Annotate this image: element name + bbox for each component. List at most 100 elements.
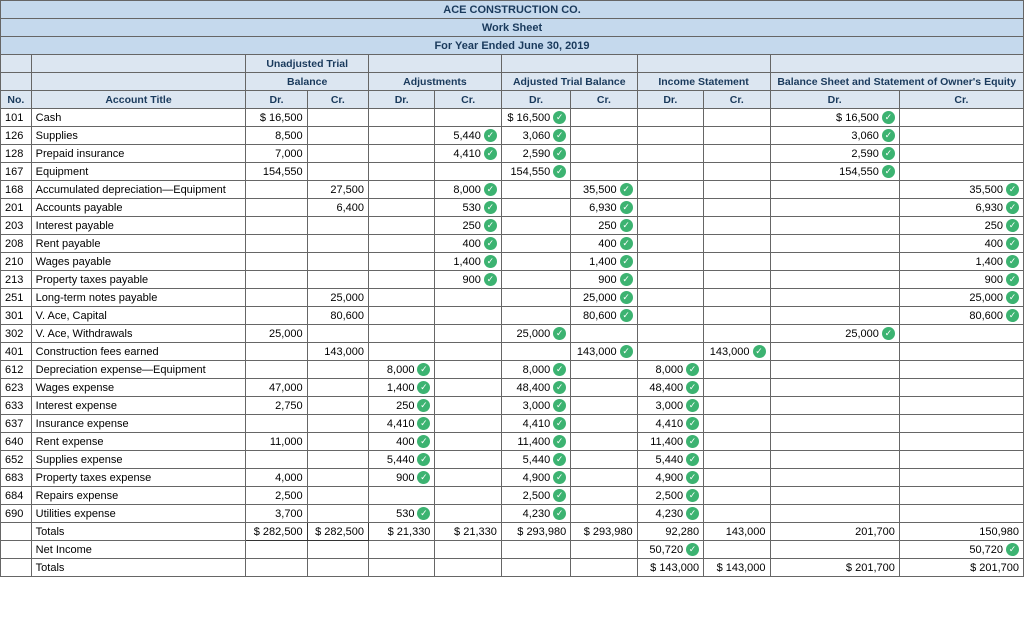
adj-cr[interactable] (435, 415, 501, 433)
atb-dr[interactable]: 5,440✓ (501, 451, 570, 469)
adj-dr[interactable] (369, 199, 435, 217)
bs-dr[interactable]: $ 16,500✓ (770, 109, 899, 127)
bs-dr[interactable]: 2,590✓ (770, 145, 899, 163)
atb-dr[interactable]: 3,000✓ (501, 397, 570, 415)
utb-cr[interactable] (307, 271, 368, 289)
utb-cr[interactable]: 27,500 (307, 181, 368, 199)
utb-dr[interactable] (246, 289, 307, 307)
utb-dr[interactable] (246, 253, 307, 271)
atb-cr[interactable]: 1,400✓ (571, 253, 637, 271)
bs-cr[interactable] (899, 379, 1023, 397)
adj-dr[interactable]: 400✓ (369, 433, 435, 451)
inc-dr[interactable] (637, 289, 703, 307)
bs-cr[interactable] (899, 397, 1023, 415)
adj-cr[interactable]: 5,440✓ (435, 127, 501, 145)
atb-dr[interactable] (501, 235, 570, 253)
atb-cr[interactable]: 35,500✓ (571, 181, 637, 199)
adj-dr[interactable] (369, 289, 435, 307)
inc-dr[interactable] (637, 127, 703, 145)
bs-cr[interactable] (899, 343, 1023, 361)
bs-dr[interactable] (770, 181, 899, 199)
inc-dr[interactable]: 8,000✓ (637, 361, 703, 379)
adj-dr[interactable] (369, 217, 435, 235)
adj-dr[interactable] (369, 127, 435, 145)
utb-cr[interactable] (307, 163, 368, 181)
atb-dr[interactable]: 4,900✓ (501, 469, 570, 487)
adj-dr[interactable] (369, 145, 435, 163)
atb-dr[interactable] (501, 343, 570, 361)
adj-cr[interactable] (435, 343, 501, 361)
utb-cr[interactable] (307, 415, 368, 433)
bs-cr[interactable] (899, 469, 1023, 487)
inc-dr[interactable] (637, 145, 703, 163)
utb-dr[interactable]: 3,700 (246, 505, 307, 523)
utb-cr[interactable]: 6,400 (307, 199, 368, 217)
bs-dr[interactable]: 3,060✓ (770, 127, 899, 145)
inc-dr[interactable] (637, 343, 703, 361)
inc-dr[interactable]: 4,900✓ (637, 469, 703, 487)
inc-cr[interactable] (704, 451, 770, 469)
bs-dr[interactable] (770, 307, 899, 325)
bs-cr[interactable]: 900✓ (899, 271, 1023, 289)
bs-dr[interactable] (770, 343, 899, 361)
bs-dr[interactable] (770, 433, 899, 451)
totals2-bs-dr[interactable]: $ 201,700 (770, 559, 899, 577)
inc-cr[interactable] (704, 109, 770, 127)
bs-dr[interactable] (770, 199, 899, 217)
inc-dr[interactable] (637, 307, 703, 325)
adj-dr[interactable]: 8,000✓ (369, 361, 435, 379)
utb-dr[interactable]: 7,000 (246, 145, 307, 163)
bs-cr[interactable] (899, 505, 1023, 523)
utb-dr[interactable]: 4,000 (246, 469, 307, 487)
inc-dr[interactable] (637, 217, 703, 235)
bs-cr[interactable]: 250✓ (899, 217, 1023, 235)
bs-cr[interactable] (899, 109, 1023, 127)
totals-bs-dr[interactable]: 201,700 (770, 523, 899, 541)
adj-dr[interactable]: 4,410✓ (369, 415, 435, 433)
utb-cr[interactable] (307, 505, 368, 523)
utb-cr[interactable] (307, 487, 368, 505)
atb-cr[interactable]: 143,000✓ (571, 343, 637, 361)
utb-dr[interactable]: 2,500 (246, 487, 307, 505)
bs-dr[interactable] (770, 451, 899, 469)
inc-cr[interactable] (704, 127, 770, 145)
utb-dr[interactable] (246, 451, 307, 469)
utb-cr[interactable] (307, 145, 368, 163)
inc-cr[interactable] (704, 433, 770, 451)
inc-dr[interactable] (637, 181, 703, 199)
bs-cr[interactable] (899, 127, 1023, 145)
atb-dr[interactable] (501, 307, 570, 325)
utb-cr[interactable] (307, 109, 368, 127)
adj-dr[interactable]: 1,400✓ (369, 379, 435, 397)
inc-cr[interactable] (704, 307, 770, 325)
inc-cr[interactable] (704, 271, 770, 289)
bs-dr[interactable] (770, 271, 899, 289)
inc-cr[interactable] (704, 361, 770, 379)
bs-cr[interactable]: 35,500✓ (899, 181, 1023, 199)
inc-cr[interactable] (704, 289, 770, 307)
atb-cr[interactable] (571, 361, 637, 379)
inc-cr[interactable] (704, 325, 770, 343)
bs-cr[interactable] (899, 325, 1023, 343)
atb-cr[interactable] (571, 433, 637, 451)
bs-cr[interactable]: 400✓ (899, 235, 1023, 253)
inc-cr[interactable] (704, 199, 770, 217)
adj-cr[interactable]: 250✓ (435, 217, 501, 235)
inc-dr[interactable] (637, 199, 703, 217)
adj-cr[interactable] (435, 361, 501, 379)
inc-cr[interactable] (704, 253, 770, 271)
utb-dr[interactable] (246, 271, 307, 289)
totals2-bs-cr[interactable]: $ 201,700 (899, 559, 1023, 577)
utb-dr[interactable] (246, 415, 307, 433)
utb-dr[interactable] (246, 361, 307, 379)
utb-dr[interactable] (246, 307, 307, 325)
inc-dr[interactable]: 11,400✓ (637, 433, 703, 451)
adj-cr[interactable] (435, 487, 501, 505)
adj-dr[interactable]: 900✓ (369, 469, 435, 487)
atb-cr[interactable] (571, 163, 637, 181)
adj-cr[interactable] (435, 289, 501, 307)
inc-cr[interactable] (704, 181, 770, 199)
utb-dr[interactable]: 154,550 (246, 163, 307, 181)
inc-cr[interactable] (704, 163, 770, 181)
atb-dr[interactable]: 3,060✓ (501, 127, 570, 145)
